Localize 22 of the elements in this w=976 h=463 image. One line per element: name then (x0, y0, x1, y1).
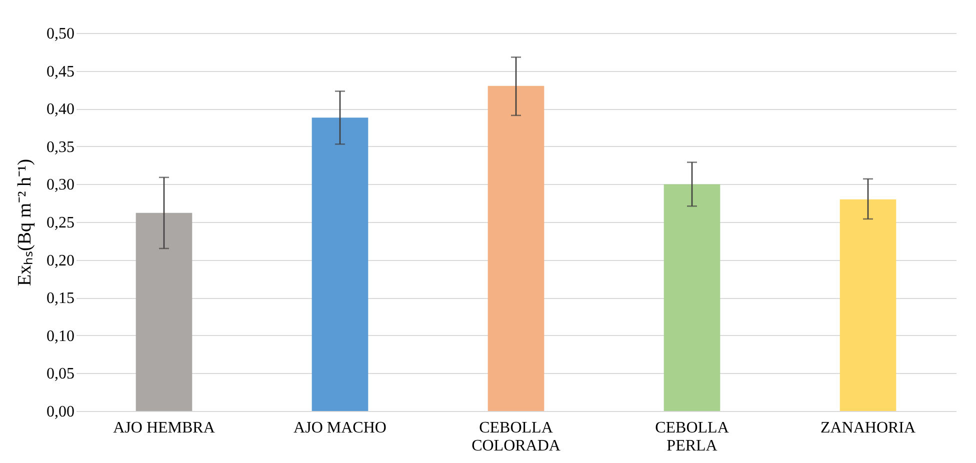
x-tick-label: AJO HEMBRA (113, 420, 216, 436)
x-tick-label: CEBOLLA COLORADA (472, 420, 561, 454)
y-tick-label: 0,45 (46, 63, 74, 80)
x-tick-label: CEBOLLA PERLA (655, 420, 730, 454)
bar (312, 118, 368, 411)
y-tick-label: 0,10 (46, 328, 74, 345)
y-tick-label: 0,25 (46, 214, 74, 232)
y-tick-label: 0,40 (46, 101, 74, 118)
bar (840, 199, 896, 411)
y-tick-label: 0,30 (46, 176, 74, 194)
bar (136, 212, 192, 411)
y-axis-title: Exₕₛ(Bq m⁻² h⁻¹) (14, 158, 36, 286)
y-tick-label: 0,35 (46, 138, 74, 156)
bar (664, 184, 720, 411)
y-tick-label: 0,05 (46, 366, 74, 383)
bar (488, 86, 544, 411)
y-tick-label: 0,15 (46, 290, 74, 308)
x-tick-label: ZANAHORIA (820, 420, 916, 436)
y-tick-label: 0,50 (46, 26, 74, 42)
y-tick-label: 0,00 (46, 404, 74, 420)
y-tick-label: 0,20 (46, 252, 74, 270)
x-tick-label: AJO MACHO (294, 420, 386, 436)
